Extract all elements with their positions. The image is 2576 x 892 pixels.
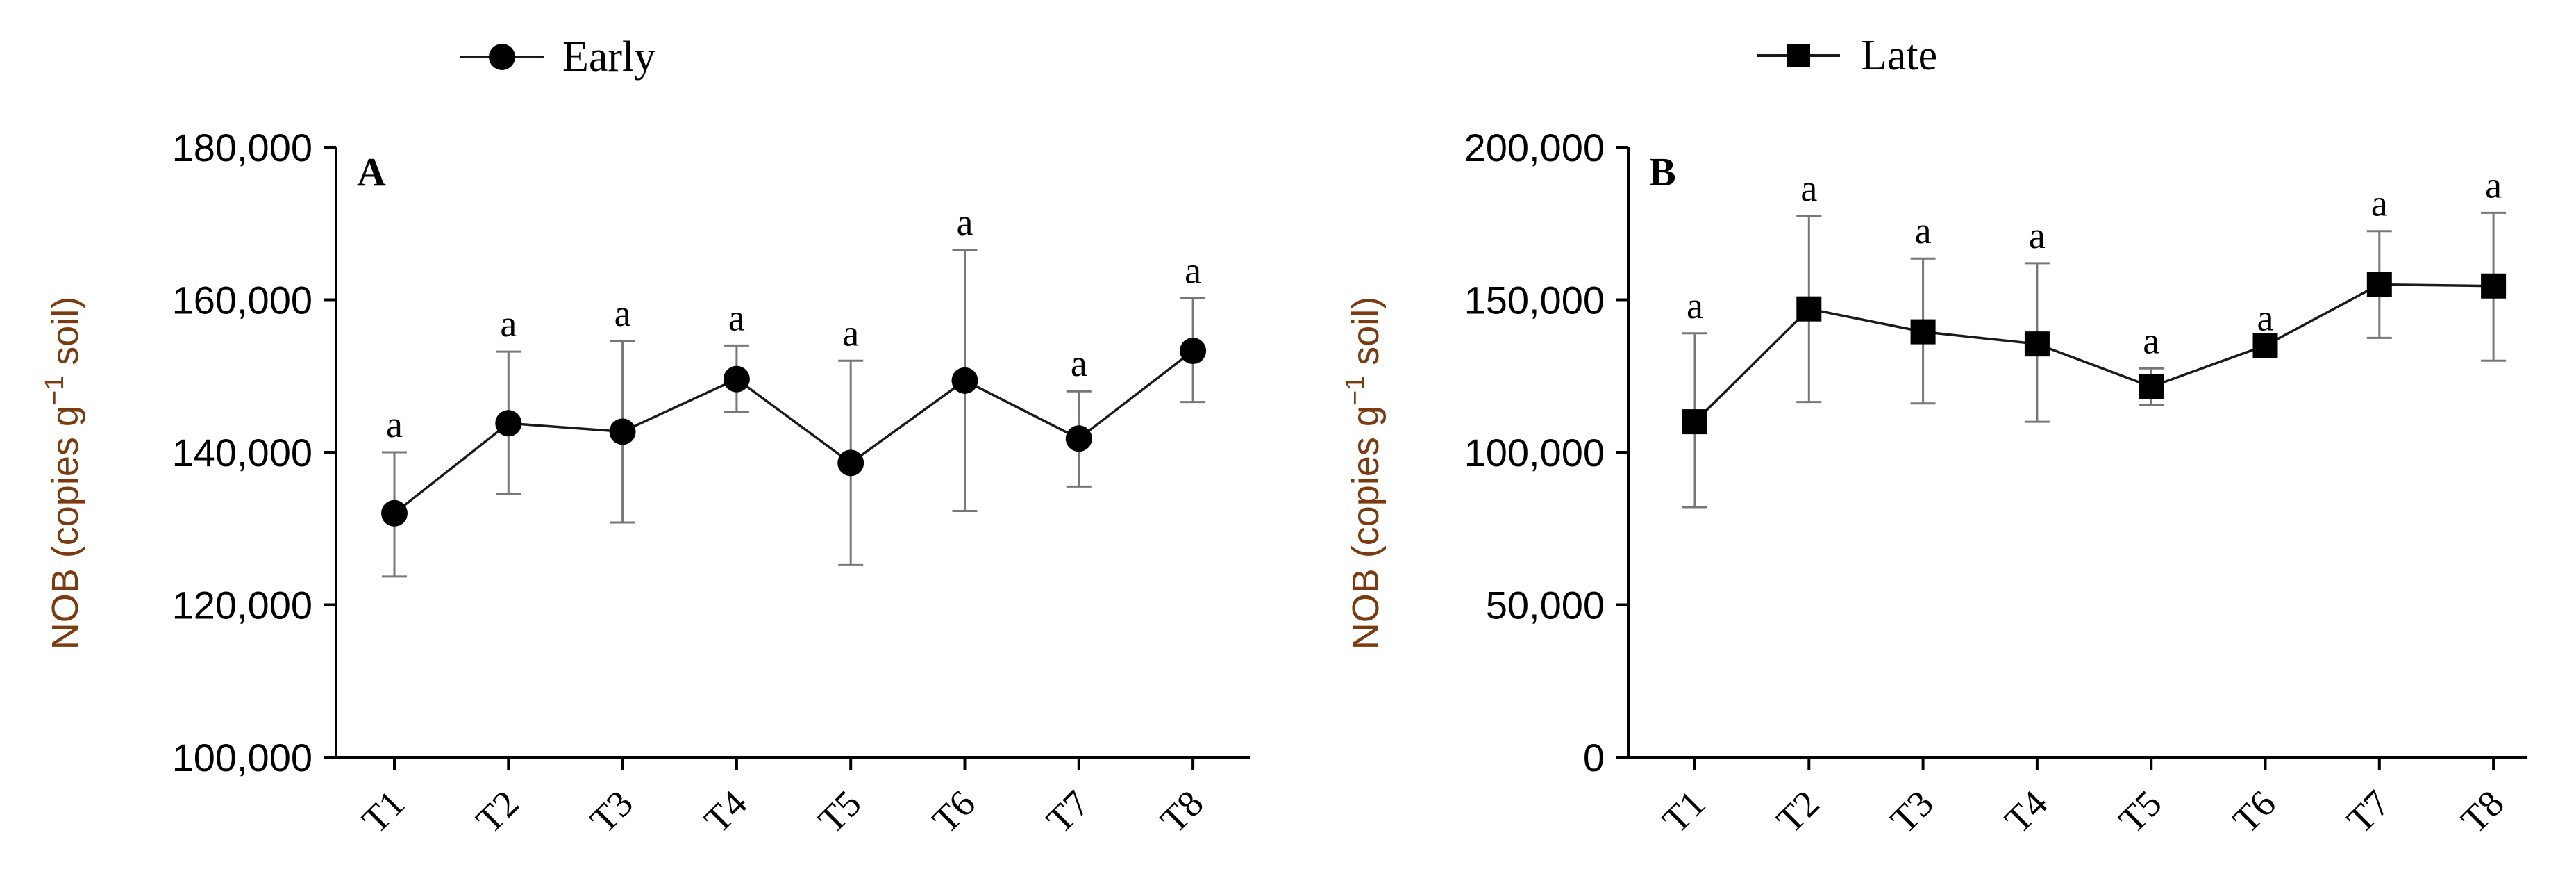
legend: Early — [460, 33, 655, 81]
data-point — [2481, 273, 2507, 299]
data-point — [837, 449, 864, 477]
significance-letter: a — [1071, 342, 1087, 384]
x-tick-label: T5 — [810, 782, 869, 841]
y-axis-label-superscript: −1 — [40, 376, 69, 406]
data-point — [1682, 409, 1707, 435]
significance-letter: a — [2485, 164, 2502, 206]
significance-letter: a — [614, 292, 631, 334]
panel-label: B — [1649, 149, 1676, 195]
data-point — [1910, 319, 1936, 345]
data-point — [2139, 374, 2164, 399]
significance-letter: a — [2029, 215, 2046, 256]
y-axis-label: NOB (copies g−1 soil) — [1341, 297, 1387, 650]
x-tick-label: T2 — [1768, 782, 1828, 841]
chart-panel-a: 100,000 120,000 140,000 160,000 180,000 T1 T2 T… — [40, 33, 1250, 841]
legend-label: Early — [562, 33, 655, 81]
y-axis-label-superscript: −1 — [1341, 376, 1370, 406]
significance-letter: a — [1185, 249, 1201, 291]
data-point — [2024, 331, 2050, 357]
x-tick-label: T1 — [1655, 782, 1714, 841]
significance-letter: a — [386, 404, 403, 445]
x-tick-label: T8 — [1153, 782, 1212, 841]
significance-letter: a — [728, 297, 745, 338]
significance-letter: a — [500, 303, 517, 345]
chart-panel-b: 0 50,000 100,000 150,000 200,000 T1 T2 T3 T4 T5 T6… — [1341, 32, 2527, 841]
x-tick-label: T6 — [2225, 782, 2284, 841]
legend-label: Late — [1861, 32, 1937, 79]
series-line — [1693, 283, 2494, 423]
significance-letter: a — [2257, 297, 2274, 338]
legend-marker-circle — [489, 44, 515, 70]
x-tick-label: T3 — [582, 782, 641, 841]
data-point — [381, 499, 408, 527]
y-axis-label-tail: soil) — [1345, 297, 1387, 376]
y-axis-label-main: NOB (copies g — [1345, 406, 1387, 650]
x-tick-label: T1 — [354, 782, 413, 841]
y-tick-label: 140,000 — [172, 431, 312, 474]
data-point — [2366, 272, 2392, 297]
data-point — [495, 410, 522, 437]
significance-letter: a — [842, 312, 859, 354]
y-tick-label: 100,000 — [1464, 431, 1605, 474]
legend: Late — [1757, 32, 1937, 79]
y-tick-label: 180,000 — [172, 126, 312, 170]
significance-letter: a — [1687, 285, 1703, 327]
data-point — [1065, 425, 1092, 452]
y-axis-label: NOB (copies g−1 soil) — [40, 297, 86, 650]
panel-label: A — [357, 149, 386, 195]
significance-letter: a — [1915, 210, 1932, 251]
y-axis-label-tail: soil) — [44, 297, 86, 376]
x-tick-label: T7 — [2339, 782, 2398, 841]
data-point — [723, 365, 750, 393]
x-tick-label: T4 — [696, 782, 755, 841]
significance-letter: a — [957, 201, 973, 243]
data-point — [951, 367, 978, 394]
series-b: a a a a a a a a — [1682, 164, 2507, 509]
data-point — [2252, 333, 2278, 358]
y-tick-label: 120,000 — [172, 584, 312, 627]
y-tick-label: 200,000 — [1464, 126, 1605, 170]
y-tick-label: 0 — [1583, 736, 1605, 779]
x-tick-label: T2 — [468, 782, 527, 841]
x-tick-label: T3 — [1882, 782, 1941, 841]
data-point — [609, 418, 636, 445]
y-axis-label-main: NOB (copies g — [44, 406, 86, 650]
x-tick-label: T6 — [924, 782, 983, 841]
legend-marker-square — [1787, 44, 1810, 67]
series-a: a a a a a a a a — [381, 201, 1207, 578]
x-tick-label: T4 — [1997, 782, 2056, 841]
significance-letter: a — [2371, 183, 2388, 224]
significance-letter: a — [1800, 167, 1817, 209]
series-line — [393, 349, 1194, 515]
y-tick-label: 100,000 — [172, 736, 312, 779]
y-tick-label: 150,000 — [1464, 279, 1605, 322]
y-tick-label: 160,000 — [172, 279, 312, 322]
significance-letter: a — [2143, 320, 2159, 361]
y-tick-label: 50,000 — [1486, 584, 1605, 627]
x-tick-label: T7 — [1038, 782, 1097, 841]
x-tick-label: T5 — [2111, 782, 2170, 841]
data-point — [1796, 296, 1822, 322]
x-tick-label: T8 — [2453, 782, 2512, 841]
data-point — [1180, 338, 1207, 365]
